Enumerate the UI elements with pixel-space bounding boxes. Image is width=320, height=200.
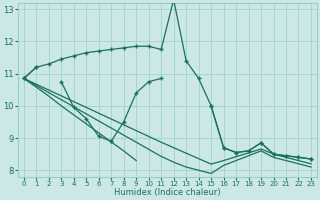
X-axis label: Humidex (Indice chaleur): Humidex (Indice chaleur) [114,188,221,197]
